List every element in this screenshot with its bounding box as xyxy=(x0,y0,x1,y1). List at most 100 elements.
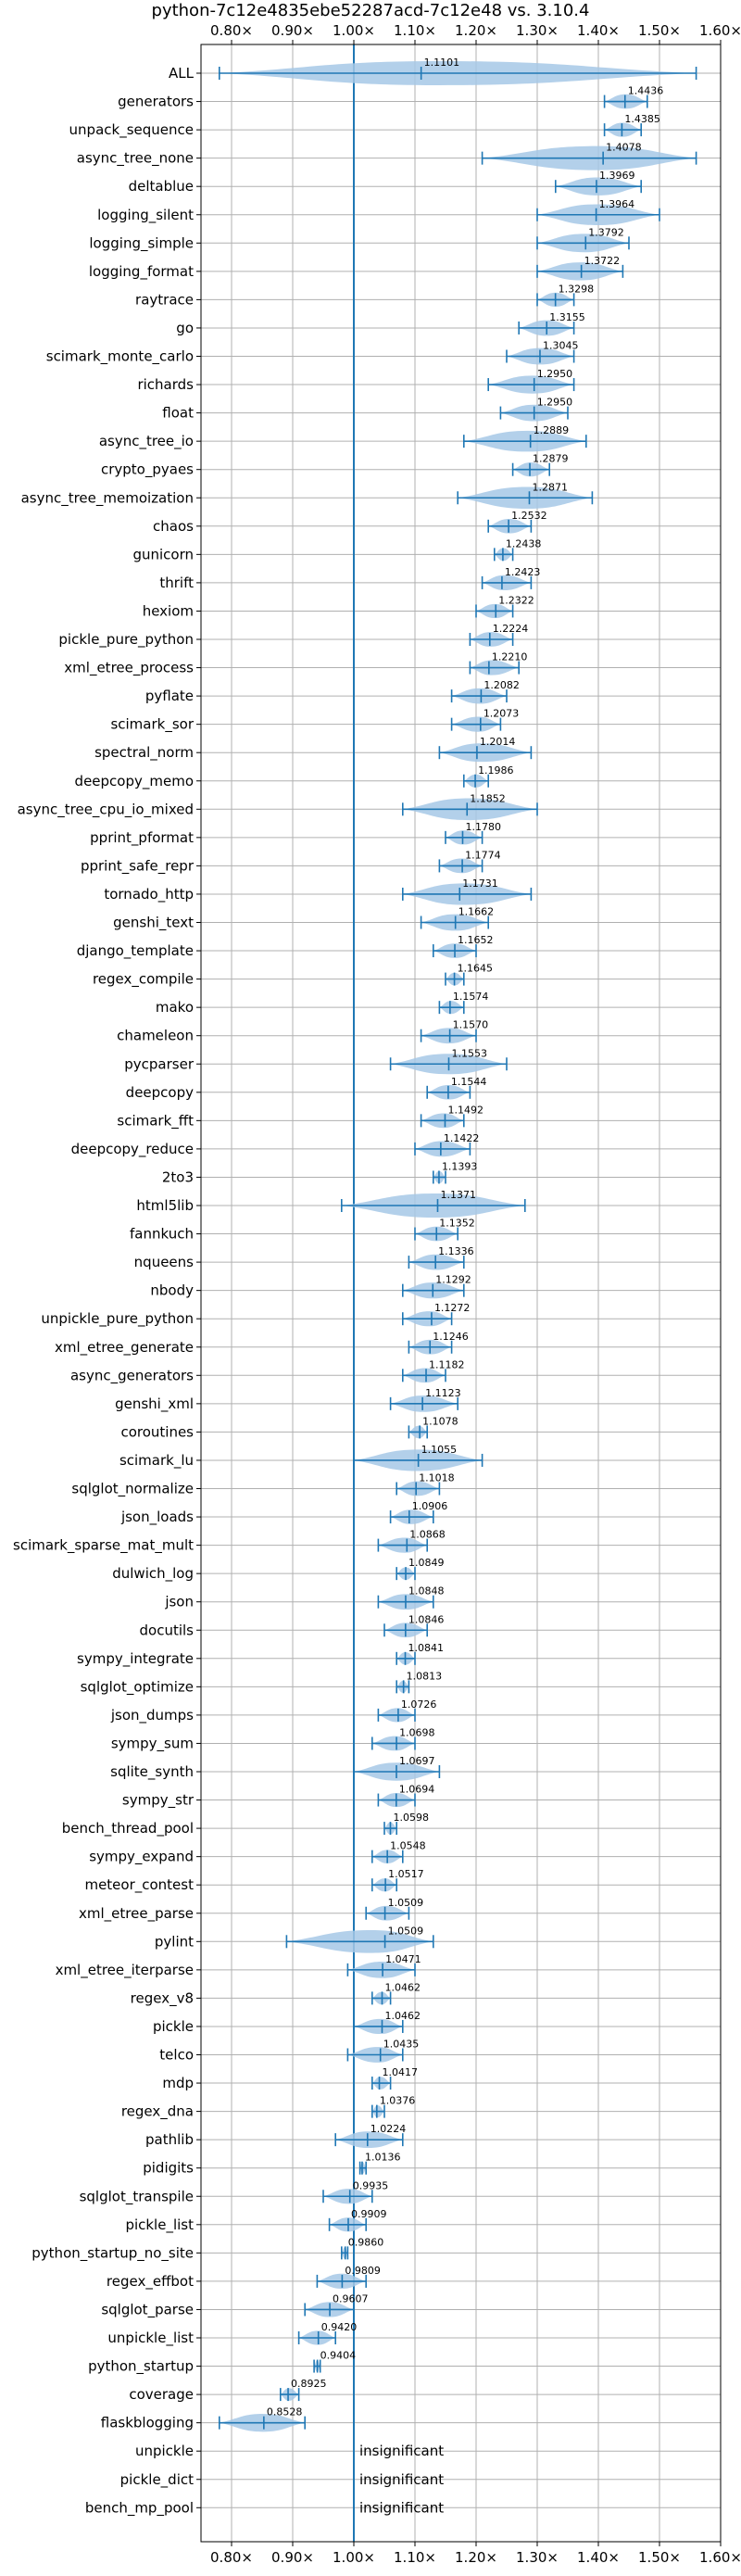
value-label: 1.3964 xyxy=(599,198,635,210)
benchmark-label: async_tree_cpu_io_mixed xyxy=(18,801,194,818)
benchmark-label: crypto_pyaes xyxy=(101,461,194,479)
value-label: 1.1078 xyxy=(422,1415,458,1427)
value-label: 1.0548 xyxy=(390,1840,426,1852)
value-label: 1.3045 xyxy=(543,340,579,352)
benchmark-label: fannkuch xyxy=(130,1226,194,1243)
benchmark-label: coroutines xyxy=(120,1423,194,1440)
value-label: 1.2322 xyxy=(498,594,534,606)
value-label: 1.1352 xyxy=(439,1218,475,1230)
benchmark-label: xml_etree_parse xyxy=(79,1905,194,1923)
benchmark-label: sympy_sum xyxy=(111,1735,194,1752)
benchmark-label: genshi_xml xyxy=(115,1395,194,1413)
value-label: 1.2423 xyxy=(505,566,541,578)
benchmark-label: coverage xyxy=(129,2386,194,2403)
x-tick-label-top: 1.20× xyxy=(455,22,497,39)
value-label: 0.9935 xyxy=(353,2179,389,2191)
value-label: 1.1780 xyxy=(465,821,500,833)
value-label: 1.3298 xyxy=(559,283,595,295)
benchmark-label: html5lib xyxy=(136,1197,194,1214)
value-label: 1.0509 xyxy=(388,1925,424,1937)
value-label: 1.1774 xyxy=(465,849,500,861)
value-label: 1.0224 xyxy=(370,2123,407,2135)
benchmark-label: deltablue xyxy=(129,178,194,195)
value-label: 1.0417 xyxy=(383,2066,419,2078)
benchmark-label: mdp xyxy=(162,2075,194,2091)
value-label: 1.1018 xyxy=(419,1472,455,1484)
benchmark-label: scimark_fft xyxy=(117,1112,194,1130)
x-tick-label-bottom: 1.20× xyxy=(455,2549,497,2566)
benchmark-label: regex_dna xyxy=(121,2103,194,2121)
benchmark-label: json_dumps xyxy=(110,1707,194,1724)
benchmark-label: scimark_sor xyxy=(110,716,194,734)
benchmark-label: django_template xyxy=(77,942,194,960)
value-label: 1.1371 xyxy=(440,1189,475,1201)
benchmark-label: pycparser xyxy=(124,1055,195,1072)
value-label: 1.2950 xyxy=(537,368,573,380)
value-label: 1.1101 xyxy=(424,57,460,69)
value-label: 1.3155 xyxy=(549,311,585,323)
value-label: 1.2879 xyxy=(533,453,569,465)
x-tick-label-bottom: 1.50× xyxy=(638,2549,681,2566)
value-label: 1.1574 xyxy=(453,991,489,1003)
value-label: 1.0813 xyxy=(407,1670,443,1682)
benchmark-label: pprint_pformat xyxy=(90,829,194,847)
benchmark-label: async_tree_memoization xyxy=(21,489,194,507)
x-tick-label-bottom: 1.40× xyxy=(577,2549,620,2566)
x-tick-label-top: 1.00× xyxy=(333,22,375,39)
value-label: 1.1544 xyxy=(451,1076,487,1088)
benchmark-label: docutils xyxy=(140,1622,195,1638)
benchmark-label: logging_format xyxy=(89,263,194,281)
value-label: 1.1055 xyxy=(421,1444,458,1456)
value-label: 1.4078 xyxy=(606,142,642,154)
value-label: 1.1393 xyxy=(442,1160,478,1172)
x-tick-label-bottom: 1.00× xyxy=(333,2549,375,2566)
benchmark-label: gunicorn xyxy=(132,546,194,562)
value-label: 0.9607 xyxy=(333,2292,369,2305)
value-label: 1.1123 xyxy=(425,1387,461,1399)
benchmark-label: xml_etree_process xyxy=(64,660,194,677)
benchmark-label: genshi_text xyxy=(113,915,194,932)
value-label: 1.2073 xyxy=(484,708,520,720)
value-label: 1.0598 xyxy=(393,1812,429,1824)
benchmark-label: unpickle_list xyxy=(107,2330,194,2347)
benchmark-label: pickle xyxy=(153,2018,194,2035)
value-label: 1.0435 xyxy=(383,2039,420,2051)
benchmark-label: dulwich_log xyxy=(112,1565,194,1583)
value-label: 1.0846 xyxy=(408,1613,445,1625)
value-label: 1.1422 xyxy=(444,1132,480,1144)
value-label: 1.0697 xyxy=(399,1755,435,1767)
value-label: 1.1986 xyxy=(478,764,514,777)
benchmark-label: richards xyxy=(137,376,194,393)
x-tick-label-bottom: 0.80× xyxy=(210,2549,253,2566)
benchmark-label: logging_silent xyxy=(97,207,194,224)
x-tick-label-top: 0.90× xyxy=(271,22,314,39)
value-label: 1.1570 xyxy=(453,1019,489,1031)
x-tick-label-top: 0.80× xyxy=(210,22,253,39)
value-label: 1.1553 xyxy=(451,1047,487,1059)
value-label: 1.0462 xyxy=(384,2010,421,2022)
benchmark-label: deepcopy_memo xyxy=(75,773,194,790)
benchmark-label: scimark_sparse_mat_mult xyxy=(13,1537,194,1555)
benchmark-label: regex_compile xyxy=(93,971,194,989)
x-tick-label-top: 1.50× xyxy=(638,22,681,39)
benchmark-label: mako xyxy=(156,999,194,1016)
value-label: 0.9420 xyxy=(321,2321,358,2333)
value-label: 1.0471 xyxy=(385,1953,421,1965)
value-label: 1.0906 xyxy=(412,1500,448,1512)
value-label: 1.0462 xyxy=(384,1981,421,1993)
benchmark-label: scimark_monte_carlo xyxy=(46,348,194,366)
value-label: 1.1182 xyxy=(429,1358,465,1370)
value-label: 1.4436 xyxy=(628,85,664,97)
value-label: 1.2210 xyxy=(492,651,528,663)
benchmark-label: deepcopy_reduce xyxy=(71,1141,194,1158)
benchmark-label: sqlglot_parse xyxy=(101,2301,194,2318)
value-label: 1.1731 xyxy=(462,878,497,890)
marks-layer: 1.1101 1.4436 1.4385 1.4078 1.3969 1.3964 1.37… xyxy=(219,44,697,2542)
value-label: 1.2532 xyxy=(511,510,547,522)
benchmark-label: pprint_safe_repr xyxy=(81,857,195,875)
benchmark-label: async_generators xyxy=(70,1367,194,1384)
benchmark-label: regex_v8 xyxy=(131,1989,194,2007)
value-label: 1.1246 xyxy=(433,1331,469,1343)
value-label: 1.1492 xyxy=(447,1104,484,1116)
